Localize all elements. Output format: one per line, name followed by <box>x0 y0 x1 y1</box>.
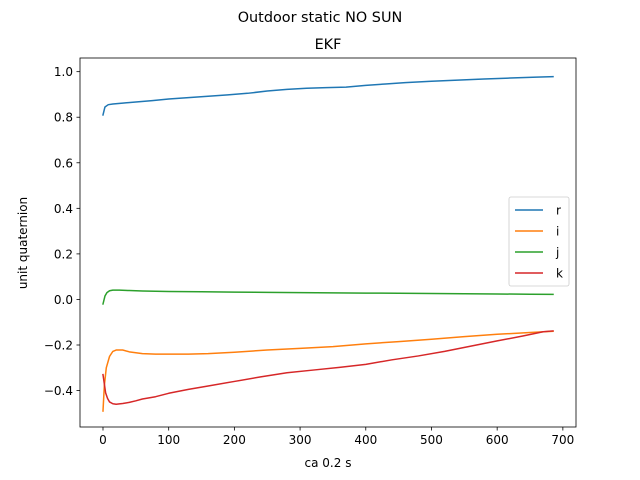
x-tick-label: 500 <box>420 433 443 447</box>
legend-label-r: r <box>556 204 561 218</box>
y-tick-label: 0.4 <box>54 202 73 216</box>
series-line-r <box>102 75 554 116</box>
series-line-j <box>102 289 554 305</box>
y-axis-label: unit quaternion <box>16 197 30 289</box>
legend-label-k: k <box>556 267 563 281</box>
x-tick-label: 600 <box>486 433 509 447</box>
y-axis-ticks: −0.4 −0.2 0.0 0.2 0.4 0.6 0.8 1.0 <box>44 65 80 398</box>
y-tick-label: 0.0 <box>54 293 73 307</box>
x-tick-label: 0 <box>99 433 107 447</box>
x-axis-label: ca 0.2 s <box>305 456 352 470</box>
x-tick-label: 700 <box>551 433 574 447</box>
figure-suptitle: Outdoor static NO SUN <box>238 10 403 26</box>
y-tick-label: 0.2 <box>54 247 73 261</box>
y-tick-label: −0.4 <box>44 384 73 398</box>
series-line-i <box>102 330 554 412</box>
y-tick-label: 0.6 <box>54 156 73 170</box>
chart-title: EKF <box>315 37 342 53</box>
legend-frame <box>508 196 570 287</box>
x-tick-label: 100 <box>157 433 180 447</box>
y-tick-label: 1.0 <box>54 65 73 79</box>
plot-lines <box>102 75 554 412</box>
plot-frame <box>79 57 577 428</box>
x-tick-label: 400 <box>354 433 377 447</box>
series-line-k <box>102 330 554 405</box>
x-tick-label: 200 <box>223 433 246 447</box>
legend-label-i: i <box>556 225 559 239</box>
legend-label-j: j <box>555 246 559 260</box>
y-tick-label: −0.2 <box>44 339 73 353</box>
x-tick-label: 300 <box>289 433 312 447</box>
x-axis-ticks: 0 100 200 300 400 500 600 700 <box>99 427 574 447</box>
y-tick-label: 0.8 <box>54 111 73 125</box>
